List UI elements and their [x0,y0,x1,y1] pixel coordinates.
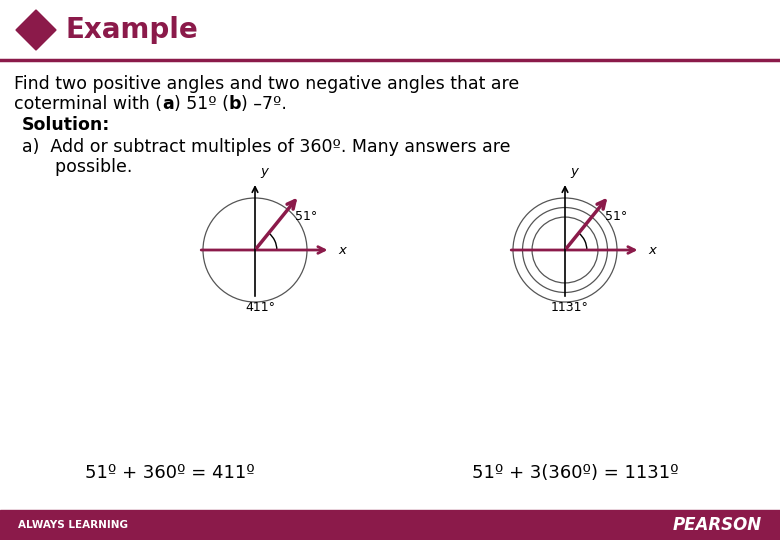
Text: 51º + 3(360º) = 1131º: 51º + 3(360º) = 1131º [472,464,679,482]
Text: y: y [260,165,268,178]
Text: 411°: 411° [245,301,275,314]
Text: possible.: possible. [22,158,133,176]
Polygon shape [16,10,56,50]
Text: ALWAYS LEARNING: ALWAYS LEARNING [18,520,128,530]
Text: Find two positive angles and two negative angles that are: Find two positive angles and two negativ… [14,75,519,93]
Text: Solution:: Solution: [22,116,111,134]
Text: coterminal with (: coterminal with ( [14,95,162,113]
Text: b: b [229,95,241,113]
Text: y: y [570,165,578,178]
Text: a: a [162,95,174,113]
Text: x: x [339,244,346,256]
Text: 51°: 51° [604,210,627,223]
Text: ) 51º (: ) 51º ( [174,95,229,113]
Text: 51º + 360º = 411º: 51º + 360º = 411º [85,464,255,482]
Text: Example: Example [66,16,199,44]
Text: x: x [648,244,656,256]
Text: ) –7º.: ) –7º. [241,95,287,113]
Text: a)  Add or subtract multiples of 360º. Many answers are: a) Add or subtract multiples of 360º. Ma… [22,138,510,156]
Text: 51°: 51° [295,210,317,223]
Text: 1131°: 1131° [551,301,589,314]
Text: PEARSON: PEARSON [673,516,762,534]
Bar [0,510,780,540]
